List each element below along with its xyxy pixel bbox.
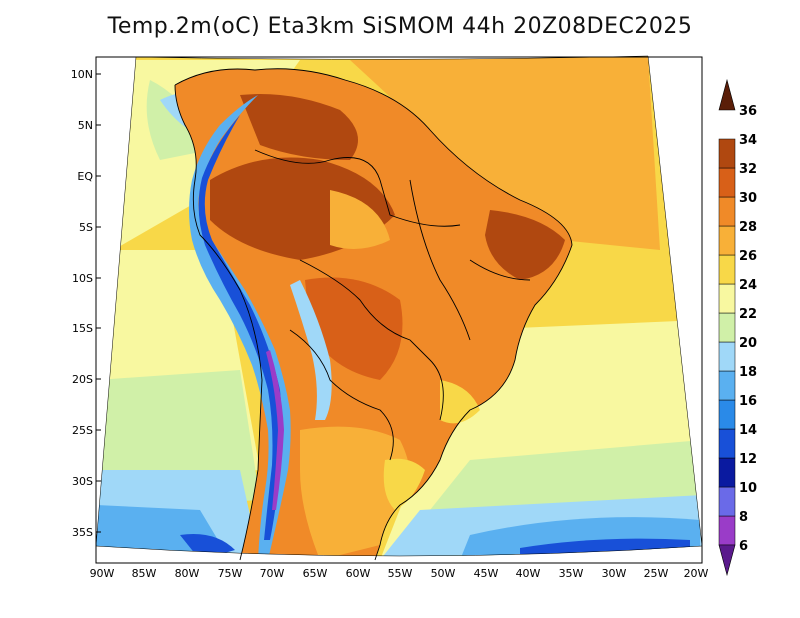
lat-label-20s: 20S — [72, 373, 93, 386]
colorbar-label: 12 — [739, 452, 757, 467]
colorbar-label: 14 — [739, 423, 757, 438]
longitude-axis: 90W 85W 80W 75W 70W 65W 60W 55W 50W 45W … — [90, 567, 709, 580]
colorbar-segment — [718, 283, 736, 314]
atlantic-coastline — [174, 68, 573, 561]
colorbar-label: 10 — [739, 481, 757, 496]
colorbar-segment — [718, 515, 736, 546]
colorbar-label: 26 — [739, 249, 757, 264]
central-border — [299, 259, 444, 421]
lon-label-55w: 55W — [388, 567, 413, 580]
colorbar-segment — [718, 399, 736, 430]
lon-label-85w: 85W — [132, 567, 157, 580]
colorbar-label: 24 — [739, 278, 757, 293]
lon-label-50w: 50W — [431, 567, 456, 580]
colorbar-segment — [718, 312, 736, 343]
colorbar-segment — [718, 167, 736, 198]
lon-label-60w: 60W — [346, 567, 371, 580]
colorbar-label: 30 — [739, 191, 757, 206]
amazon-cooler-patch — [330, 190, 390, 249]
domain-outline — [95, 55, 703, 557]
colorbar-label: 36 — [739, 104, 757, 119]
colorbar-label: 32 — [739, 162, 757, 177]
lat-label-15s: 15S — [72, 322, 93, 335]
colorbar-label: 22 — [739, 307, 757, 322]
lat-label-10s: 10S — [72, 272, 93, 285]
colorbar-low-arrow — [718, 544, 736, 577]
colorbar-label: 20 — [739, 336, 757, 351]
andes-coldest-strip — [266, 350, 284, 510]
colorbar-segment — [718, 428, 736, 459]
colorbar-segment — [718, 457, 736, 488]
country-borders — [174, 68, 573, 561]
southern-border — [289, 329, 394, 461]
colorbar-label: 8 — [739, 510, 748, 525]
colorbar-label: 18 — [739, 365, 757, 380]
northeast-brazil-hot-zone — [485, 210, 565, 280]
colorbar: 6 8 10 12 14 16 18 20 22 24 26 28 30 32 34 36 — [718, 78, 757, 577]
colorbar-segment — [718, 486, 736, 517]
colorbar-segment — [718, 225, 736, 256]
lon-label-70w: 70W — [260, 567, 285, 580]
colorbar-segment — [718, 370, 736, 401]
colorbar-label: 28 — [739, 220, 757, 235]
colorbar-segment — [718, 196, 736, 227]
colorbar-segment — [718, 254, 736, 285]
lon-label-40w: 40W — [516, 567, 541, 580]
temperature-field — [96, 56, 702, 556]
venezuela-hot-zone — [240, 94, 358, 160]
brazil-state-border — [409, 179, 471, 341]
lon-label-90w: 90W — [90, 567, 115, 580]
lon-label-65w: 65W — [303, 567, 328, 580]
pacific-coastline — [174, 84, 263, 561]
lat-label-5s: 5S — [79, 221, 93, 234]
lon-label-80w: 80W — [175, 567, 200, 580]
lon-label-30w: 30W — [602, 567, 627, 580]
map-title: Temp.2m(oC) Eta3km SiSMOM 44h 20Z08DEC20… — [107, 14, 693, 39]
central-hot-zone — [305, 277, 403, 380]
atlantic-equatorial-warm — [350, 56, 660, 250]
lat-label-5n: 5N — [78, 119, 93, 132]
lat-label-eq: EQ — [77, 170, 93, 183]
lon-label-20w: 20W — [684, 567, 709, 580]
lat-label-10n: 10N — [71, 68, 93, 81]
colorbar-segment — [718, 138, 736, 169]
colorbar-high-arrow — [718, 78, 736, 111]
southeast-mild-zone — [440, 380, 480, 424]
colorbar-label: 16 — [739, 394, 757, 409]
colorbar-label: 6 — [739, 539, 748, 554]
lon-label-25w: 25W — [644, 567, 669, 580]
amazon-border — [254, 149, 461, 227]
lat-label-35s: 35S — [72, 526, 93, 539]
map-frame — [95, 56, 703, 564]
latitude-axis: 10N 5N EQ 5S 10S 15S 20S 25S 30S 35S — [71, 68, 101, 539]
pampas-warm-zone — [300, 426, 410, 556]
lon-label-75w: 75W — [218, 567, 243, 580]
colorbar-segment — [718, 341, 736, 372]
lon-label-35w: 35W — [559, 567, 584, 580]
andes-cold-strip — [189, 95, 291, 556]
uruguay-mild-zone — [383, 458, 425, 510]
northeast-border — [469, 259, 531, 281]
colorbar-label: 34 — [739, 133, 757, 148]
andes-east-slope — [290, 280, 332, 420]
lat-label-25s: 25S — [72, 424, 93, 437]
lon-label-45w: 45W — [474, 567, 499, 580]
lat-label-30s: 30S — [72, 475, 93, 488]
